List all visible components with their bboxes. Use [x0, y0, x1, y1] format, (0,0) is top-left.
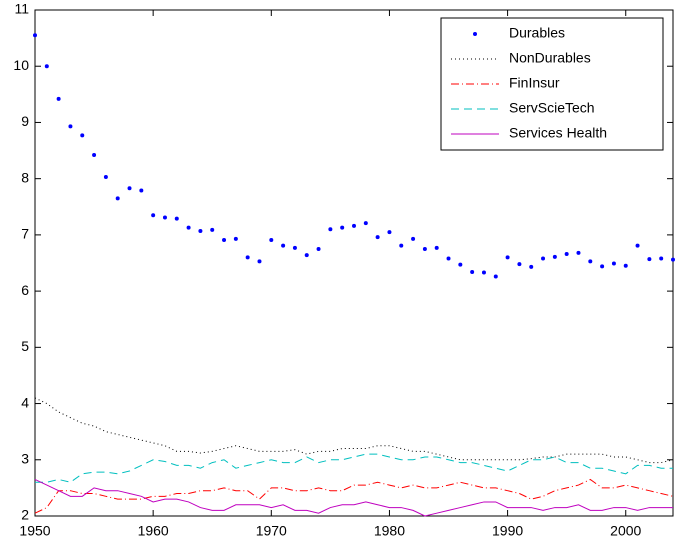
data-point	[68, 124, 73, 129]
y-tick-label: 5	[21, 338, 29, 354]
data-point	[552, 254, 557, 259]
x-tick-label: 1960	[138, 523, 169, 539]
data-point	[92, 153, 97, 158]
y-tick-label: 10	[13, 57, 29, 73]
data-point	[127, 186, 132, 191]
data-point	[304, 253, 309, 258]
data-point	[139, 188, 144, 193]
data-point	[564, 252, 569, 257]
data-point	[115, 196, 120, 201]
data-point	[103, 174, 108, 179]
data-point	[269, 237, 274, 242]
x-tick-label: 1950	[19, 523, 50, 539]
data-point	[635, 243, 640, 248]
legend-label: NonDurables	[509, 50, 591, 66]
data-point	[316, 246, 321, 251]
x-tick-label: 1970	[256, 523, 287, 539]
data-point	[529, 264, 534, 269]
y-tick-label: 4	[21, 394, 29, 410]
series-line	[34, 397, 674, 464]
data-point	[186, 225, 191, 230]
y-tick-label: 11	[14, 1, 29, 17]
data-point	[671, 257, 675, 262]
data-point	[505, 255, 510, 260]
x-tick-label: 1980	[374, 523, 405, 539]
data-point	[411, 236, 416, 241]
data-point	[588, 259, 593, 264]
data-point	[493, 274, 498, 279]
data-point	[446, 256, 451, 261]
x-tick-label: 1990	[492, 523, 523, 539]
data-point	[600, 264, 605, 269]
data-point	[422, 246, 427, 251]
legend-swatch	[473, 32, 477, 36]
data-point	[33, 33, 37, 38]
data-point	[44, 64, 49, 69]
data-point	[387, 230, 392, 235]
data-point	[151, 213, 156, 218]
data-point	[281, 243, 286, 248]
legend-label: FinInsur	[509, 75, 560, 91]
series-line	[34, 478, 674, 514]
data-point	[198, 228, 203, 233]
y-tick-label: 3	[21, 450, 29, 466]
data-point	[56, 96, 61, 101]
data-point	[481, 270, 486, 275]
legend-label: Durables	[509, 25, 565, 41]
legend-label: Services Health	[509, 125, 607, 141]
data-point	[210, 227, 215, 232]
y-tick-label: 2	[21, 507, 29, 523]
data-point	[375, 235, 380, 240]
data-point	[647, 257, 652, 262]
data-point	[245, 255, 250, 260]
data-point	[257, 259, 262, 264]
data-point	[659, 256, 664, 261]
data-point	[363, 221, 368, 226]
data-point	[399, 243, 404, 248]
data-point	[576, 250, 581, 255]
data-point	[541, 256, 546, 261]
legend-label: ServScieTech	[509, 100, 595, 116]
series-line	[34, 479, 673, 517]
data-point	[162, 215, 167, 220]
data-point	[458, 262, 463, 267]
y-tick-label: 7	[21, 226, 29, 242]
y-tick-label: 9	[21, 113, 29, 129]
y-tick-label: 8	[21, 169, 29, 185]
x-tick-label: 2000	[610, 523, 641, 539]
data-point	[340, 225, 345, 230]
data-point	[292, 245, 297, 250]
data-point	[623, 263, 628, 268]
data-point	[233, 236, 238, 241]
data-point	[434, 245, 439, 250]
data-point	[470, 269, 475, 274]
data-point	[517, 262, 522, 267]
y-tick-label: 6	[21, 282, 29, 298]
series-line	[35, 453, 673, 483]
data-point	[174, 216, 179, 221]
data-point	[222, 237, 227, 242]
data-point	[80, 133, 85, 138]
data-point	[328, 227, 333, 232]
data-point	[352, 223, 356, 228]
data-point	[611, 261, 616, 266]
